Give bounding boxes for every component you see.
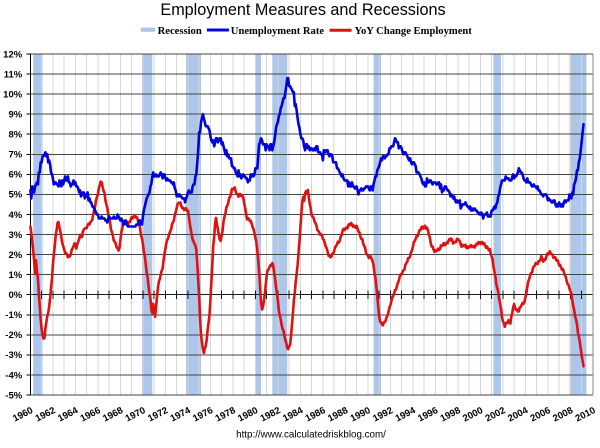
svg-text:-2%: -2%	[5, 330, 22, 341]
svg-text:Unemployment Rate: Unemployment Rate	[231, 26, 325, 37]
svg-text:11%: 11%	[4, 69, 23, 80]
svg-text:12%: 12%	[3, 49, 23, 60]
svg-text:3%: 3%	[8, 230, 22, 241]
svg-text:Recession: Recession	[158, 26, 202, 37]
svg-text:-1%: -1%	[5, 310, 22, 321]
svg-text:0%: 0%	[8, 290, 22, 301]
svg-text:2%: 2%	[8, 250, 22, 261]
svg-text:10%: 10%	[3, 89, 23, 100]
svg-text:http://www.calculatedriskblog.: http://www.calculatedriskblog.com/	[236, 429, 386, 440]
svg-text:4%: 4%	[8, 210, 22, 221]
svg-text:6%: 6%	[8, 170, 22, 181]
svg-text:8%: 8%	[8, 130, 22, 141]
svg-text:Employment Measures and Recess: Employment Measures and Recessions	[160, 1, 445, 19]
svg-text:-3%: -3%	[5, 350, 22, 361]
svg-text:7%: 7%	[8, 150, 22, 161]
svg-text:9%: 9%	[8, 109, 22, 120]
svg-text:1%: 1%	[8, 270, 22, 281]
svg-text:-5%: -5%	[5, 390, 22, 401]
svg-text:-4%: -4%	[5, 370, 22, 381]
svg-text:YoY Change Employment: YoY Change Employment	[355, 26, 473, 37]
svg-text:5%: 5%	[8, 190, 22, 201]
